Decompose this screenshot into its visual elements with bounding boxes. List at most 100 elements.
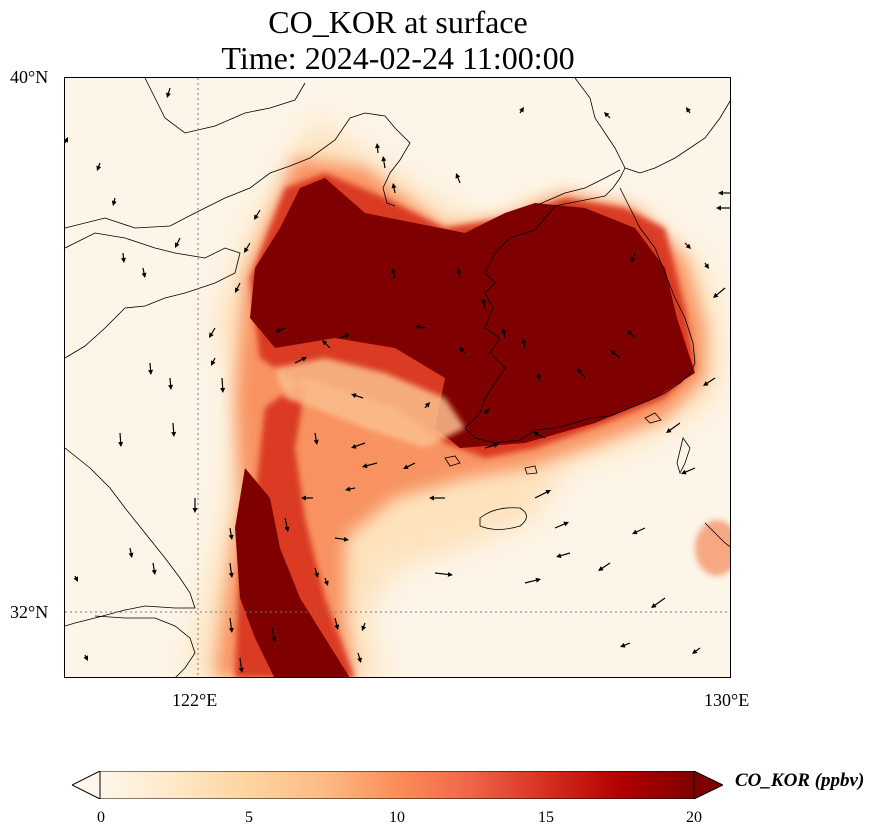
- wind-arrow-head: [391, 183, 397, 189]
- colorbar-extend-max: [693, 771, 723, 799]
- wind-arrow-head: [651, 603, 657, 608]
- wind-arrow-shaft: [714, 287, 726, 297]
- wind-arrow-shaft: [229, 562, 233, 576]
- wind-arrow-head: [545, 490, 551, 495]
- wind-arrow-head: [322, 340, 328, 346]
- wind-arrow-shaft: [229, 617, 233, 631]
- wind-arrow-head: [403, 464, 409, 469]
- wind-arrow-head: [314, 572, 319, 578]
- wind-arrow-shaft: [683, 467, 696, 474]
- colorbar-tick-5: 5: [245, 809, 253, 826]
- wind-arrow-head: [65, 137, 68, 143]
- wind-arrow-head: [632, 529, 638, 535]
- wind-arrow-head: [235, 287, 240, 293]
- wind-arrow-head: [716, 205, 721, 211]
- wind-arrow-head: [447, 571, 453, 577]
- wind-arrow-head: [192, 508, 198, 513]
- wind-arrow-head: [111, 200, 117, 206]
- wind-arrow-head: [713, 292, 719, 298]
- wind-arrow-shaft: [364, 462, 378, 467]
- wind-arrow-head: [345, 486, 351, 492]
- wind-arrow-head: [563, 521, 569, 527]
- wind-arrow-head: [96, 165, 102, 171]
- wind-arrow-head: [375, 143, 380, 149]
- coastline-north-korea-east: [574, 78, 626, 169]
- colorbar-extend-min: [72, 771, 101, 799]
- wind-arrow-head: [556, 553, 562, 559]
- wind-arrow-head: [357, 657, 362, 663]
- plume-core-tail: [235, 468, 350, 677]
- wind-arrow-head: [334, 624, 340, 630]
- wind-arrow-head: [681, 469, 687, 475]
- wind-arrow-head: [244, 247, 249, 253]
- wind-arrow-head: [604, 112, 610, 118]
- wind-arrow-head: [630, 257, 636, 263]
- wind-arrow-head: [381, 156, 387, 162]
- wind-arrow-head: [610, 350, 616, 356]
- coastline-liaodong: [65, 112, 411, 229]
- colorbar-tick-15: 15: [538, 809, 554, 826]
- coastline-shandong: [65, 232, 241, 359]
- wind-arrow-head: [83, 655, 88, 661]
- wind-arrow-head: [301, 495, 306, 501]
- wind-arrow-head: [128, 552, 134, 558]
- wind-arrow-head: [271, 636, 277, 642]
- gridlines: [65, 78, 730, 677]
- plume-core-main: [250, 178, 695, 448]
- coastline-tsushima: [676, 437, 691, 475]
- wind-arrow-head: [220, 387, 226, 393]
- wind-arrow-head: [535, 577, 541, 583]
- plume-kyushu: [695, 520, 730, 576]
- wind-arrow-shaft: [524, 579, 539, 584]
- colorbar-body: [99, 771, 695, 799]
- wind-arrow-head: [151, 569, 157, 575]
- wind-arrow-head: [361, 625, 367, 631]
- wind-arrow-shaft: [554, 522, 567, 529]
- colorbar: [72, 771, 723, 799]
- wind-arrow-head: [209, 332, 214, 338]
- map-panel: [64, 77, 731, 678]
- wind-arrow-head: [703, 381, 709, 386]
- wind-arrow-head: [254, 214, 259, 220]
- concentration-field: [185, 118, 730, 677]
- chart-title-line1: CO_KOR at surface: [268, 4, 528, 40]
- wind-arrow-head: [343, 536, 349, 542]
- wind-arrow-head: [455, 173, 461, 179]
- coastline-yangtze: [94, 615, 196, 677]
- wind-arrow-head: [168, 384, 174, 390]
- wind-arrow-head: [686, 107, 691, 113]
- colorbar-label: CO_KOR (ppbv): [735, 770, 865, 791]
- map-canvas: [65, 78, 730, 677]
- lat-label-32n: 32°N: [10, 602, 49, 622]
- wind-arrow-shaft: [239, 657, 243, 671]
- wind-arrow-head: [598, 566, 604, 571]
- wind-arrow-head: [228, 572, 234, 578]
- wind-arrow-head: [424, 402, 430, 408]
- wind-arrow-head: [301, 357, 307, 362]
- wind-arrow-head: [166, 92, 171, 98]
- wind-arrow-head: [175, 242, 180, 248]
- wind-arrow-head: [275, 327, 281, 333]
- wind-arrow-head: [118, 441, 124, 447]
- wind-arrow-head: [211, 360, 216, 366]
- lon-label-122e: 122°E: [172, 690, 218, 710]
- coastline-jiangsu: [65, 447, 196, 627]
- colorbar-tick-10: 10: [389, 809, 405, 826]
- coastline-bohai-north: [144, 78, 306, 134]
- wind-arrow-shaft: [221, 377, 224, 391]
- coastline-dandong: [534, 169, 621, 207]
- wind-arrow-head: [577, 368, 583, 374]
- wind-arrow-head: [459, 347, 465, 353]
- wind-arrow-head: [284, 526, 290, 532]
- wind-arrow-shaft: [653, 597, 666, 607]
- wind-arrow-head: [148, 369, 154, 375]
- coastline-kyushu: [704, 522, 730, 548]
- wind-arrow-shaft: [668, 422, 681, 432]
- wind-arrow-head: [536, 373, 542, 379]
- wind-arrow-head: [519, 107, 524, 113]
- wind-arrow-head: [521, 338, 527, 344]
- wind-arrow-head: [171, 431, 177, 437]
- wind-arrow-head: [323, 580, 329, 586]
- wind-arrow-head: [493, 442, 499, 448]
- wind-arrow-head: [141, 272, 147, 278]
